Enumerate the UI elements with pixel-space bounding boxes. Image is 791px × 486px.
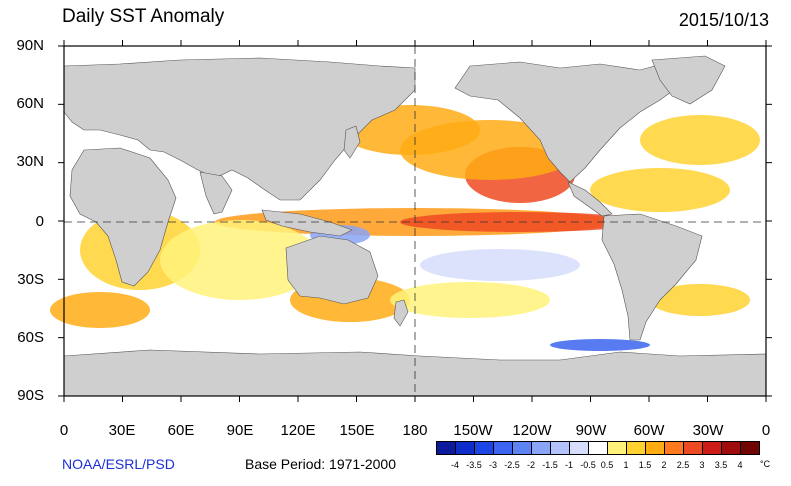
colorbar-swatch <box>645 441 665 455</box>
colorbar-swatch <box>569 441 589 455</box>
lat-label: 90S <box>17 387 44 404</box>
base-period-label: Base Period: 1971-2000 <box>245 456 396 472</box>
colorbar-swatch <box>550 441 570 455</box>
lon-label: 150W <box>453 422 493 439</box>
land-indonesia <box>261 209 353 237</box>
colorbar-label: 2 <box>661 460 667 470</box>
lat-label: 60S <box>17 329 44 346</box>
lon-label: 0 <box>59 422 69 439</box>
ocean-anomaly-layer <box>50 105 760 351</box>
land-central-america <box>567 181 613 217</box>
lon-label: 90E <box>226 422 254 439</box>
lat-label: 30N <box>16 153 44 170</box>
lat-label: 0 <box>35 213 44 230</box>
colorbar-swatch <box>664 441 684 455</box>
colorbar-swatch <box>683 441 703 455</box>
land-new-zealand <box>393 299 409 327</box>
colorbar-label: 1.5 <box>638 460 652 470</box>
lon-label: 180 <box>402 422 428 439</box>
axis-ticks <box>58 40 772 402</box>
lon-label: 0 <box>761 422 771 439</box>
land-north-america <box>454 61 691 183</box>
lon-label: 90W <box>575 422 607 439</box>
colorbar-swatch <box>493 441 513 455</box>
colorbar-swatch <box>626 441 646 455</box>
land-eurasia <box>63 57 416 201</box>
colorbar-swatch <box>436 441 456 455</box>
colorbar-swatch <box>455 441 475 455</box>
colorbar-label: 1 <box>623 460 629 470</box>
colorbar-label: -4 <box>450 460 459 470</box>
lon-label: 60W <box>633 422 665 439</box>
colorbar-label: 3.5 <box>714 460 728 470</box>
land-india <box>199 171 233 215</box>
colorbar-swatch <box>512 441 532 455</box>
land-australia <box>285 235 379 305</box>
colorbar-label: 3 <box>699 460 705 470</box>
colorbar-label: 0.5 <box>600 460 614 470</box>
date-label: 2015/10/13 <box>678 10 769 30</box>
colorbar-swatch <box>721 441 741 455</box>
land-south-america <box>601 213 703 341</box>
lon-label: 30W <box>692 422 724 439</box>
colorbar-unit: °C <box>760 459 771 469</box>
colorbar-label: -3.5 <box>466 460 482 470</box>
colorbar-label: -3 <box>488 460 497 470</box>
lon-label: 60E <box>167 422 195 439</box>
lon-label: 150E <box>339 422 375 439</box>
colorbar-label: -1 <box>564 460 573 470</box>
colorbar-swatch <box>588 441 608 455</box>
colorbar-swatch <box>531 441 551 455</box>
colorbar-label: -2.5 <box>504 460 520 470</box>
lat-label: 90N <box>16 37 44 54</box>
lon-label: 120W <box>512 422 552 439</box>
colorbar-label: -1.5 <box>542 460 558 470</box>
land-japan <box>343 125 361 159</box>
colorbar-swatch <box>740 441 760 455</box>
colorbar-swatch <box>702 441 722 455</box>
colorbar-label: -0.5 <box>580 460 596 470</box>
colorbar-label: -2 <box>526 460 535 470</box>
land-greenland <box>651 55 726 105</box>
colorbar-label: 4 <box>737 460 743 470</box>
colorbar-label: 2.5 <box>676 460 690 470</box>
land-africa <box>69 147 177 287</box>
lon-label: 30E <box>108 422 136 439</box>
lat-label: 30S <box>17 271 44 288</box>
colorbar-swatch <box>607 441 627 455</box>
credit-link[interactable]: NOAA/ESRL/PSD <box>62 456 175 472</box>
colorbar-swatch <box>474 441 494 455</box>
lon-label: 120E <box>280 422 316 439</box>
lat-label: 60N <box>16 95 44 112</box>
page-title: Daily SST Anomaly <box>62 6 225 27</box>
